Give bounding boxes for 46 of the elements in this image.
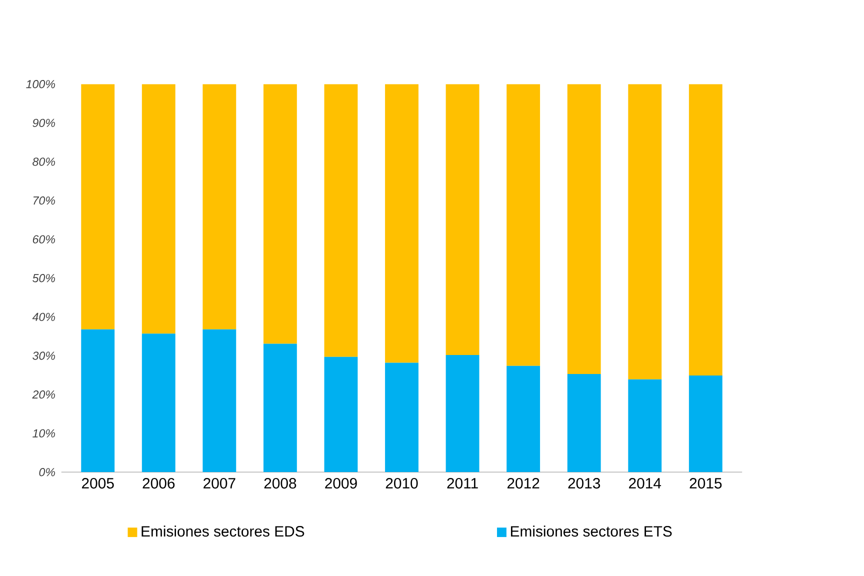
bar [81,84,115,330]
x-tick-label: 2009 [325,478,357,489]
bar [385,362,418,472]
y-tick-label: 50% [32,274,55,282]
bar [324,356,358,472]
y-tick-label: 60% [32,235,55,244]
bar [506,366,540,472]
bar [446,354,480,472]
y-tick-label: 90% [32,118,55,128]
y-tick-label: 100% [26,80,55,88]
legend-label: Emisiones sectores ETS [510,526,672,537]
y-tick-label: 40% [32,312,55,322]
y-tick-label: 70% [33,196,55,205]
x-tick-label: 2006 [142,478,175,489]
bar [628,379,662,472]
bar [688,84,722,376]
bar [688,376,722,472]
legend-label: Emisiones sectores EDS [142,526,304,537]
bar [263,84,297,344]
y-tick-label: 0% [39,468,55,476]
bar [385,84,418,363]
x-tick-label: 2011 [447,478,478,489]
x-tick-label: 2010 [386,478,418,489]
bar [324,84,358,357]
x-tick-label: 2015 [690,478,722,489]
bar [567,84,601,374]
bar [263,344,297,472]
y-tick-label: 20% [32,390,55,399]
x-tick-label: 2013 [568,478,600,489]
x-tick-label: 2012 [507,478,540,489]
bar [81,329,115,472]
bar [567,374,601,472]
x-tick-label: 2014 [629,478,662,489]
x-tick-label: 2008 [264,478,296,489]
bar [506,84,540,366]
y-tick-label: 80% [32,158,55,166]
bar [202,329,236,472]
bar [202,84,236,330]
bar [142,84,176,334]
bar [446,84,480,355]
x-tick-label: 2005 [82,478,114,489]
x-tick-label: 2007 [204,478,236,489]
bar [628,84,662,380]
bar [142,334,176,472]
y-tick-label: 30% [32,352,55,360]
y-tick-label: 10% [32,429,55,438]
